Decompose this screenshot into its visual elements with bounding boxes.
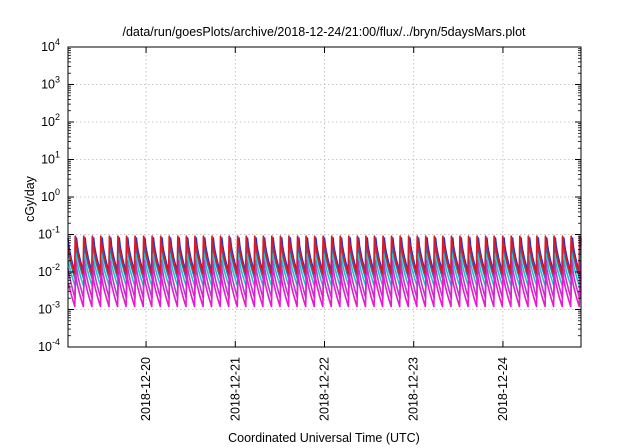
x-tick-label: 2018-12-20 xyxy=(139,357,153,421)
x-tick-label: 2018-12-23 xyxy=(407,357,421,421)
x-tick-labels: 2018-12-20 2018-12-21 2018-12-22 2018-12-23… xyxy=(139,357,510,421)
x-tick-label: 2018-12-22 xyxy=(318,357,332,421)
y-tick-label: 10-1 xyxy=(38,225,60,242)
y-tick-label: 101 xyxy=(41,150,60,167)
series-line xyxy=(67,237,582,277)
y-tick-label: 104 xyxy=(41,37,60,54)
y-axis-label: cGy/day xyxy=(23,175,37,222)
chart-title: /data/run/goesPlots/archive/2018-12-24/2… xyxy=(122,25,526,39)
x-axis-label: Coordinated Universal Time (UTC) xyxy=(228,431,420,445)
series-line xyxy=(67,271,582,308)
y-tick-label: 102 xyxy=(41,112,60,129)
y-tick-label: 10-3 xyxy=(38,300,60,317)
x-tick-label: 2018-12-24 xyxy=(496,357,510,421)
axis-ticks xyxy=(68,46,581,348)
series-line xyxy=(67,253,582,288)
series-line xyxy=(67,259,581,299)
y-tick-label: 103 xyxy=(41,75,60,92)
x-tick-label: 2018-12-21 xyxy=(228,357,242,421)
y-tick-labels: 104 103 102 101 100 10-1 10-2 10-3 10-4 xyxy=(38,37,60,354)
series-group xyxy=(67,235,582,308)
grid-lines xyxy=(68,47,581,347)
series-line xyxy=(67,235,582,275)
y-tick-label: 10-4 xyxy=(38,337,60,354)
y-tick-label: 100 xyxy=(41,187,60,204)
y-tick-label: 10-2 xyxy=(38,262,60,279)
